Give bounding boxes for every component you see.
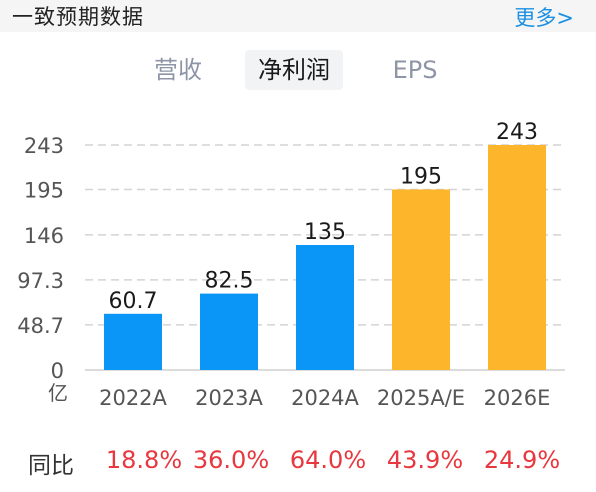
x-tick-label: 2024A — [291, 386, 359, 410]
data-label: 195 — [400, 164, 442, 189]
x-tick-label: 2025A/E — [377, 386, 465, 410]
yoy-value-2026E: 24.9% — [483, 446, 561, 474]
card-header: 一致预期数据 更多> — [0, 0, 596, 32]
net-profit-bar-chart: 0 48.7 97.3 146 195 243 亿 60.7 2022A 82.5 2023A 135… — [17, 120, 565, 410]
x-tick-label: 2022A — [99, 386, 167, 410]
bar-2022A — [104, 313, 162, 370]
y-tick-label: 195 — [24, 178, 64, 202]
metric-tabs: 营收 净利润 EPS — [0, 50, 596, 90]
data-label: 82.5 — [205, 269, 254, 294]
data-label: 243 — [496, 120, 538, 145]
bar-2024A — [296, 245, 354, 370]
yoy-value-2025AE: 43.9% — [386, 446, 464, 474]
bar-2025AE — [392, 189, 450, 370]
yoy-label: 同比 — [28, 453, 74, 479]
y-unit-label: 亿 — [48, 381, 68, 405]
tab-eps[interactable]: EPS — [392, 56, 438, 84]
bar-2026E — [488, 145, 546, 370]
x-tick-label: 2026E — [484, 386, 551, 410]
data-label: 60.7 — [109, 289, 158, 314]
y-tick-label: 97.3 — [17, 269, 64, 293]
y-tick-label: 0 — [51, 359, 64, 383]
more-link[interactable]: 更多> — [514, 6, 574, 30]
y-tick-label: 243 — [24, 134, 64, 158]
y-tick-label: 48.7 — [17, 314, 64, 338]
data-label: 135 — [304, 220, 346, 245]
tab-net-profit[interactable]: 净利润 — [245, 50, 343, 90]
yoy-value-2023A: 36.0% — [192, 446, 270, 474]
bar-2023A — [200, 293, 258, 370]
y-tick-label: 146 — [24, 224, 64, 248]
tab-revenue[interactable]: 营收 — [154, 56, 202, 84]
card-title: 一致预期数据 — [12, 5, 144, 29]
x-tick-label: 2023A — [195, 386, 263, 410]
yoy-value-2024A: 64.0% — [289, 446, 367, 474]
yoy-value-2022A: 18.8% — [105, 446, 183, 474]
